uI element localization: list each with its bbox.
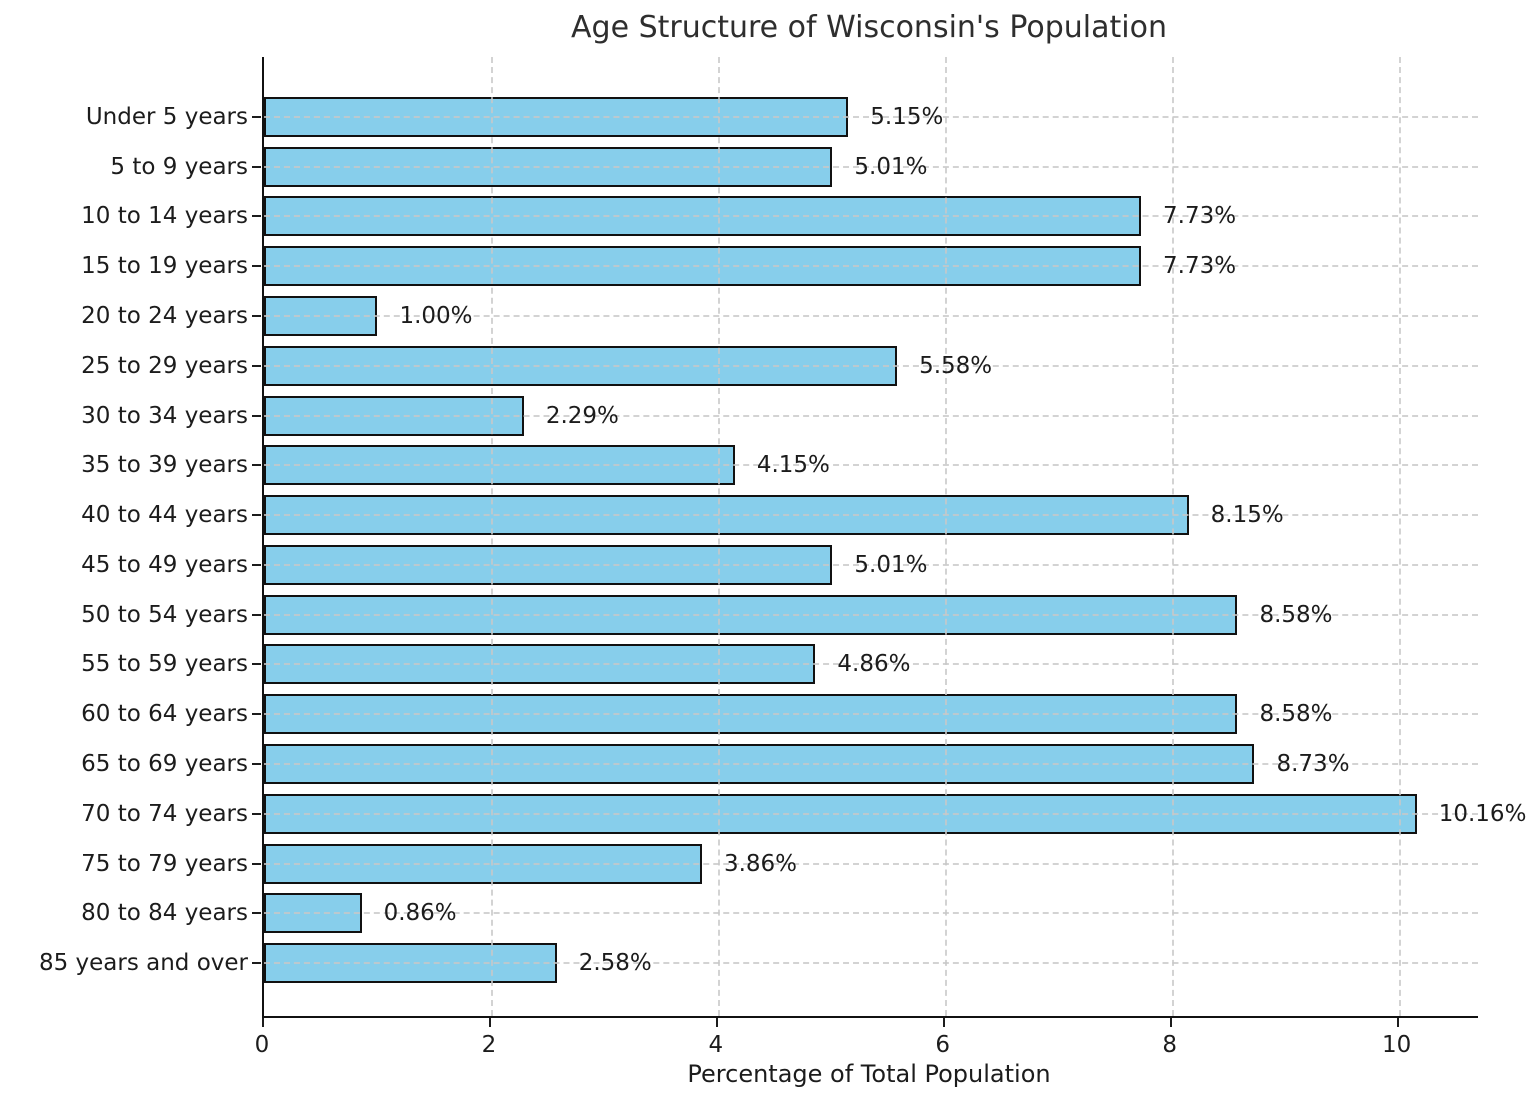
bar-value-label: 5.01% (854, 153, 928, 180)
x-tick-mark (1169, 1018, 1172, 1027)
y-tick-label: 60 to 64 years (81, 701, 248, 728)
y-tick-mark (252, 663, 261, 666)
gridline-horizontal (264, 563, 1478, 566)
bar-value-label: 5.15% (870, 103, 944, 130)
gridline-vertical (1398, 57, 1401, 1016)
gridline-horizontal (264, 613, 1478, 616)
y-tick-mark (252, 763, 261, 765)
gridline-horizontal (264, 514, 1478, 517)
bar-value-label: 8.73% (1276, 751, 1350, 777)
y-tick-label: 35 to 39 years (81, 452, 248, 479)
x-tick-mark (942, 1018, 945, 1027)
y-tick-label: 50 to 54 years (81, 601, 248, 628)
y-tick-mark (252, 862, 261, 865)
bar-value-label: 5.01% (854, 551, 928, 578)
x-axis-title: Percentage of Total Population (687, 1060, 1051, 1088)
x-tick-mark (262, 1018, 264, 1027)
y-tick-mark (252, 265, 261, 268)
y-tick-label: 25 to 29 years (81, 352, 248, 379)
plot-area: 5.15% Under 5 years 5.01% 5 to 9 years 7.73%… (39, 57, 1526, 1018)
bar-value-label: 4.86% (837, 651, 911, 678)
y-tick-label: 45 to 49 years (81, 551, 248, 578)
y-tick-mark (252, 962, 261, 965)
y-tick-label: 15 to 19 years (81, 253, 248, 280)
x-tick-label: 2 (481, 1032, 497, 1058)
bar-value-label: 0.86% (383, 900, 457, 927)
y-tick-label: 65 to 69 years (81, 751, 248, 777)
y-tick-mark (252, 364, 261, 367)
y-tick-mark (252, 215, 261, 218)
x-tick-mark (488, 1018, 491, 1027)
y-tick-mark (252, 613, 261, 616)
bar-value-label: 10.16% (1438, 800, 1527, 827)
bar-value-label: 5.58% (919, 352, 993, 379)
y-tick-label: Under 5 years (85, 103, 248, 130)
x-tick-label: 10 (1381, 1032, 1412, 1058)
gridline-vertical (490, 57, 493, 1016)
gridline-horizontal (264, 364, 1478, 367)
gridline-horizontal (264, 912, 1478, 915)
y-tick-label: 10 to 14 years (81, 203, 248, 230)
x-tick-label: 8 (1162, 1032, 1177, 1058)
y-tick-label: 5 to 9 years (110, 153, 248, 180)
y-tick-mark (252, 912, 261, 915)
y-tick-mark (252, 165, 261, 168)
y-tick-label: 85 years and over (38, 950, 248, 977)
bar-value-label: 1.00% (399, 303, 473, 329)
y-tick-mark (252, 812, 261, 815)
y-tick-mark (252, 115, 261, 118)
bar-value-label: 8.15% (1210, 502, 1284, 529)
y-tick-label: 55 to 59 years (81, 651, 248, 678)
bar-value-label: 7.73% (1163, 253, 1237, 280)
chart-title: Age Structure of Wisconsin's Population (571, 10, 1167, 45)
y-tick-mark (252, 315, 261, 317)
bar-value-label: 3.86% (723, 850, 798, 877)
gridline-horizontal (264, 862, 1478, 865)
y-tick-label: 70 to 74 years (81, 800, 248, 827)
bar-value-label: 2.29% (545, 402, 619, 429)
gridline-horizontal (264, 115, 1478, 118)
bar-value-label: 4.15% (756, 452, 830, 479)
x-tick-mark (1396, 1018, 1399, 1027)
gridline-horizontal (264, 315, 1478, 317)
gridline-horizontal (264, 165, 1478, 168)
bar-value-label: 7.73% (1163, 203, 1237, 230)
x-tick-label: 4 (708, 1032, 724, 1058)
x-tick-label: 6 (935, 1032, 951, 1058)
gridline-horizontal (264, 713, 1478, 716)
gridline-vertical (1171, 57, 1174, 1016)
y-tick-mark (252, 464, 261, 467)
y-tick-label: 40 to 44 years (81, 502, 248, 529)
y-tick-label: 75 to 79 years (81, 850, 248, 877)
x-tick-mark (715, 1018, 718, 1027)
gridline-horizontal (264, 215, 1478, 218)
y-tick-label: 80 to 84 years (81, 900, 248, 927)
y-tick-mark (252, 414, 261, 417)
bar-value-label: 8.58% (1259, 601, 1333, 628)
gridline-vertical (944, 57, 947, 1016)
gridline-horizontal (264, 812, 1478, 815)
y-tick-mark (252, 713, 261, 716)
gridline-vertical (717, 57, 720, 1016)
bar-value-label: 8.58% (1259, 701, 1333, 728)
x-tick-label: 0 (254, 1032, 270, 1058)
gridline-horizontal (264, 763, 1478, 765)
gridline-horizontal (264, 265, 1478, 268)
y-tick-mark (252, 514, 261, 517)
gridline-horizontal (264, 414, 1478, 417)
gridline-horizontal (264, 663, 1478, 666)
gridline-horizontal (264, 464, 1478, 467)
gridline-horizontal (264, 962, 1478, 965)
y-tick-mark (252, 563, 261, 566)
bar-value-label: 2.58% (578, 950, 652, 977)
y-tick-label: 20 to 24 years (81, 303, 248, 329)
y-tick-label: 30 to 34 years (81, 402, 248, 429)
